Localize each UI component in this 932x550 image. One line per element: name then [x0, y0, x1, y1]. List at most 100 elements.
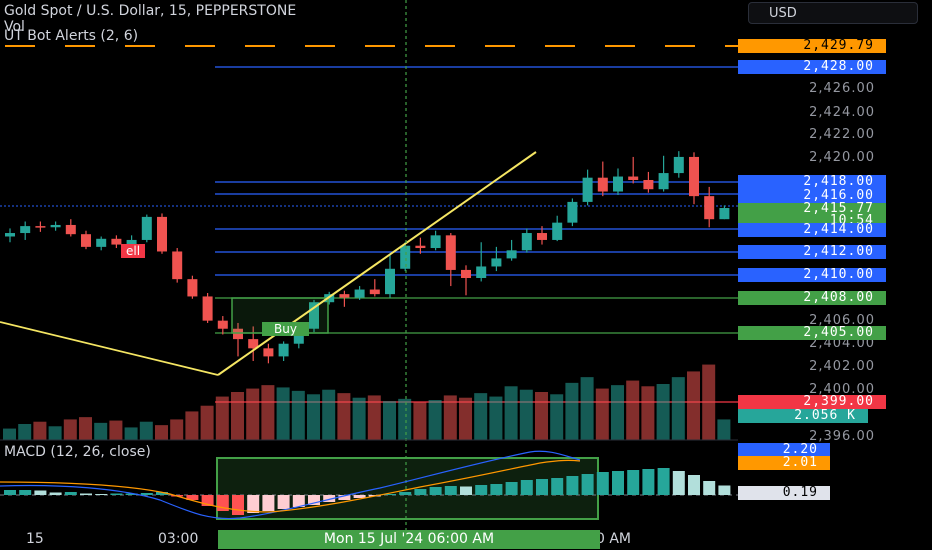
- crosshair-time-label: Mon 15 Jul '24 06:00 AM: [218, 530, 600, 549]
- candle-body: [202, 296, 213, 321]
- level-badge-2418: 2,418.00: [738, 175, 886, 189]
- macd-histogram-bar: [657, 468, 670, 495]
- volume-bar: [246, 388, 260, 440]
- volume-bar: [398, 398, 412, 440]
- level-badge-2416: 2,416.00: [738, 189, 886, 203]
- volume-bar: [231, 392, 244, 440]
- time-label-mid: 03:00: [158, 531, 199, 547]
- macd-histogram-bar: [80, 493, 92, 495]
- level-badge-2428: 2,428.00: [738, 60, 886, 74]
- price-tick: 2,420.00: [809, 150, 875, 165]
- candle-body: [172, 251, 183, 280]
- volume-bar: [155, 425, 168, 440]
- macd-histogram-bar: [490, 484, 503, 495]
- level-badge-2408: 2,408.00: [738, 291, 886, 305]
- candle-body: [506, 250, 517, 259]
- candle-body: [552, 222, 563, 240]
- candle-body: [461, 269, 471, 278]
- time-label-right: 0 AM: [596, 531, 632, 547]
- trend-line-down: [0, 321, 219, 376]
- volume-bar: [550, 394, 564, 440]
- candles: [5, 151, 730, 364]
- volume-badge: 2.056 K: [738, 409, 868, 423]
- volume-legend[interactable]: Vol: [4, 19, 25, 35]
- volume-bar: [3, 428, 16, 440]
- macd-histogram-bar: [125, 493, 138, 495]
- volume-bar: [18, 424, 32, 440]
- macd-histogram-bar: [688, 475, 700, 495]
- macd-histogram-bar: [110, 493, 123, 495]
- volume-bar: [124, 427, 138, 440]
- macd-histogram-bar: [156, 492, 168, 495]
- macd-histogram-bar: [551, 478, 564, 495]
- macd-histogram-bar: [505, 482, 518, 495]
- macd-histogram-bar: [4, 490, 16, 495]
- candle-body: [50, 224, 61, 228]
- volume-bar: [595, 388, 609, 440]
- candle-body: [35, 226, 46, 228]
- volume-bar: [383, 401, 396, 440]
- macd-histogram-bar: [475, 485, 488, 495]
- volume-bar: [94, 422, 108, 440]
- volume-bar: [580, 377, 594, 440]
- volume-bars: [3, 364, 731, 440]
- volume-bar: [200, 405, 214, 440]
- candle-body: [643, 179, 654, 190]
- price-tick: 2,426.00: [809, 81, 875, 96]
- macd-legend[interactable]: MACD (12, 26, close): [4, 444, 151, 460]
- currency-selector[interactable]: USD: [748, 2, 918, 24]
- histogram-value-badge: 0.19: [738, 486, 830, 500]
- volume-bar: [535, 392, 548, 440]
- volume-bar: [459, 397, 472, 440]
- candle-body: [658, 173, 669, 190]
- candle-body: [689, 156, 699, 197]
- volume-bar: [717, 419, 731, 440]
- volume-bar: [322, 389, 336, 440]
- candle-body: [415, 245, 426, 249]
- signal-line: [0, 459, 581, 513]
- price-tick: 2,404.00: [809, 336, 875, 351]
- volume-bar: [185, 411, 199, 440]
- macd-histogram-bar: [19, 490, 32, 495]
- candle-body: [65, 224, 76, 235]
- macd-histogram-bar: [338, 495, 351, 500]
- macd-histogram-bar: [186, 495, 199, 500]
- candle-body: [537, 233, 547, 240]
- macd-histogram-bar: [581, 474, 594, 495]
- level-badge-2410: 2,410.00: [738, 268, 886, 282]
- candle-body: [126, 239, 137, 245]
- volume-bar: [443, 395, 457, 440]
- macd-histogram-bar: [672, 471, 685, 495]
- volume-bar: [626, 380, 640, 440]
- volume-bar: [276, 387, 290, 440]
- candle-body: [20, 226, 31, 234]
- volume-bar: [702, 364, 716, 440]
- volume-bar: [641, 386, 655, 440]
- trail-stop-badge: 2,429.79: [738, 39, 886, 53]
- sell-signal-label: ell: [121, 244, 146, 258]
- volume-bar: [413, 402, 427, 440]
- macd-selection-box: [216, 457, 599, 520]
- volume-bar: [504, 386, 518, 440]
- macd-histogram-bar: [140, 493, 153, 495]
- volume-bar: [656, 384, 670, 440]
- volume-bar: [474, 393, 488, 440]
- macd-histogram-bar: [201, 495, 214, 506]
- candle-body: [233, 328, 243, 340]
- candle-body: [217, 320, 228, 329]
- indicator-legend[interactable]: UT Bot Alerts (2, 6): [4, 28, 139, 44]
- last-price-value: 2,415.77: [803, 201, 874, 216]
- candle-body: [81, 234, 91, 247]
- candle-body: [719, 208, 730, 220]
- volume-bar: [139, 421, 153, 440]
- candle-body: [445, 235, 456, 270]
- level-badge-2414: 2,414.00: [738, 223, 886, 237]
- volume-bar: [79, 417, 92, 440]
- price-tick: 2,402.00: [809, 359, 875, 374]
- macd-histogram-bar: [627, 470, 640, 495]
- symbol-title[interactable]: Gold Spot / U.S. Dollar, 15, PEPPERSTONE: [4, 3, 297, 19]
- trend-line-up: [217, 151, 537, 376]
- macd-histogram-bar: [566, 476, 579, 495]
- candle-body: [96, 238, 107, 247]
